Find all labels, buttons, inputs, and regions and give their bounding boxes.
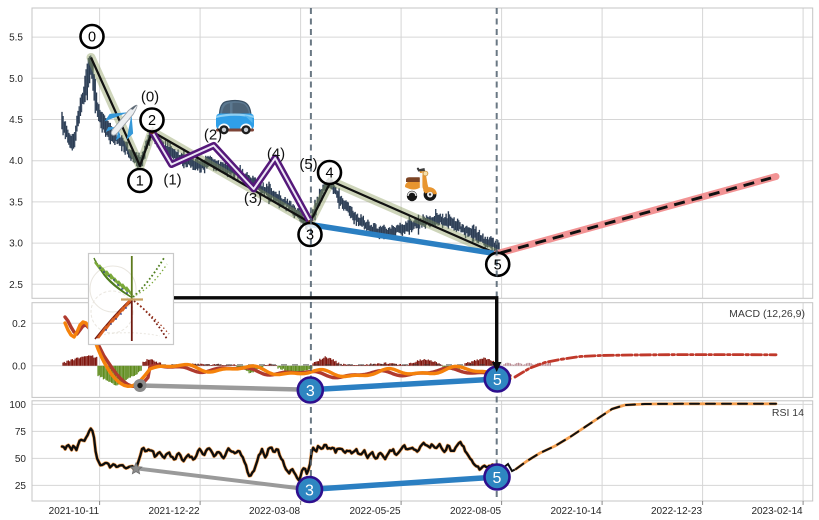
svg-text:2022-08-05: 2022-08-05 <box>450 506 502 517</box>
svg-text:2: 2 <box>148 113 156 129</box>
svg-text:0: 0 <box>88 30 96 46</box>
svg-text:5.0: 5.0 <box>9 74 23 85</box>
svg-text:2022-10-14: 2022-10-14 <box>550 506 602 517</box>
svg-text:2023-02-14: 2023-02-14 <box>751 506 803 517</box>
svg-text:0.0: 0.0 <box>12 361 26 372</box>
svg-text:3.0: 3.0 <box>9 239 23 250</box>
svg-text:3: 3 <box>306 383 315 400</box>
svg-text:25: 25 <box>15 481 27 492</box>
svg-text:2022-12-23: 2022-12-23 <box>651 506 703 517</box>
svg-text:4: 4 <box>325 166 333 182</box>
svg-text:(3): (3) <box>244 190 262 207</box>
svg-text:0.2: 0.2 <box>12 319 26 330</box>
svg-text:5: 5 <box>493 470 502 487</box>
svg-text:50: 50 <box>15 454 27 465</box>
svg-text:3.5: 3.5 <box>9 197 23 208</box>
svg-text:MACD (12,26,9): MACD (12,26,9) <box>729 308 805 320</box>
svg-text:(1): (1) <box>163 172 181 189</box>
svg-text:2021-10-11: 2021-10-11 <box>49 506 100 517</box>
svg-text:4.0: 4.0 <box>9 156 23 167</box>
svg-text:4.5: 4.5 <box>9 115 23 126</box>
svg-text:3: 3 <box>306 228 314 244</box>
svg-text:2.5: 2.5 <box>9 280 23 291</box>
svg-text:2022-03-08: 2022-03-08 <box>249 506 301 517</box>
svg-text:1: 1 <box>136 174 144 190</box>
svg-text:5.5: 5.5 <box>9 33 23 44</box>
svg-text:3: 3 <box>305 482 314 499</box>
svg-text:RSI 14: RSI 14 <box>772 407 804 419</box>
svg-text:5: 5 <box>493 372 502 389</box>
svg-text:5: 5 <box>494 257 502 273</box>
svg-text:100: 100 <box>9 400 26 411</box>
svg-text:(2): (2) <box>204 127 222 144</box>
svg-text:(0): (0) <box>141 89 159 106</box>
svg-text:(4): (4) <box>267 146 285 163</box>
svg-text:(5): (5) <box>299 156 317 173</box>
svg-text:75: 75 <box>15 427 27 438</box>
svg-text:2022-05-25: 2022-05-25 <box>349 506 401 517</box>
svg-text:2021-12-22: 2021-12-22 <box>148 506 200 517</box>
